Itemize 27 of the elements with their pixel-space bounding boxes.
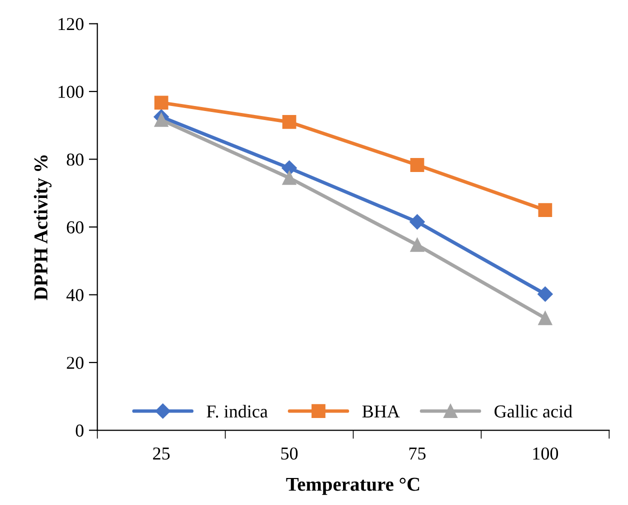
y-tick-label: 20 — [66, 356, 84, 369]
x-tick-label: 25 — [153, 448, 170, 460]
y-tick-label: 80 — [66, 154, 84, 166]
y-axis-title: DPPH Activity % — [34, 155, 52, 300]
point — [282, 170, 296, 185]
point — [410, 158, 424, 172]
point — [410, 238, 424, 252]
point — [538, 311, 552, 326]
y-tick-label: 60 — [66, 221, 84, 234]
point — [282, 160, 297, 176]
x-tick-label: 75 — [409, 448, 426, 460]
point — [154, 113, 168, 127]
y-tick-label: 120 — [58, 18, 84, 30]
x-tick-label: 50 — [281, 447, 298, 460]
legend-label: BHA — [362, 405, 400, 418]
point — [538, 286, 553, 302]
x-axis-title: Temperature °C — [286, 478, 420, 495]
point — [538, 203, 552, 218]
y-tick-label: 100 — [58, 86, 84, 98]
legend-label: F. indica — [206, 404, 268, 418]
x-tick-label: 100 — [533, 447, 558, 460]
y-tick-label: 40 — [66, 289, 84, 302]
point — [282, 115, 296, 129]
y-tick-label: 0 — [76, 424, 84, 437]
point — [154, 96, 168, 110]
point — [410, 214, 425, 230]
legend-label: Gallic acid — [494, 404, 572, 418]
